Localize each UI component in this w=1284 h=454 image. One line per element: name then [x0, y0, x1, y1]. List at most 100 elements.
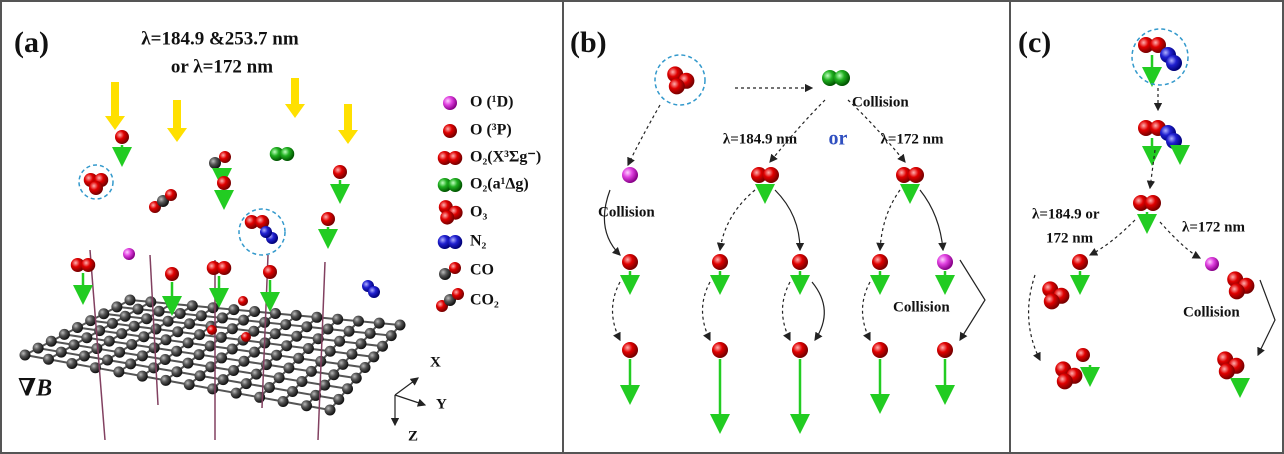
atom	[172, 326, 183, 337]
atom	[712, 254, 728, 270]
atom	[263, 265, 277, 279]
legend-text: O₃	[470, 204, 487, 221]
reaction-arrow	[783, 282, 791, 340]
atom	[351, 373, 362, 384]
atom	[332, 314, 343, 325]
atom	[274, 372, 285, 383]
atom	[238, 356, 249, 367]
atom	[1044, 293, 1060, 309]
atom	[395, 320, 406, 331]
atom	[1057, 373, 1073, 389]
atom	[321, 212, 335, 226]
light-arrow	[285, 104, 305, 118]
reaction-arrow	[613, 282, 621, 340]
reaction-arrow	[1029, 275, 1040, 360]
atom	[216, 352, 227, 363]
wavelength: λ=184.9 &253.7 nm	[141, 28, 299, 49]
atom	[184, 379, 195, 390]
atom	[183, 337, 194, 348]
figure: (a) λ=184.9 &253.7 nm or λ=172 nm O (¹D)…	[0, 0, 1284, 454]
legend-text: O (¹D)	[470, 94, 513, 111]
atom	[160, 334, 171, 345]
atom	[669, 78, 685, 94]
atom	[249, 347, 260, 358]
atom	[254, 392, 265, 403]
atom	[216, 332, 227, 343]
atom	[291, 310, 302, 321]
atom	[937, 342, 953, 358]
atom	[346, 349, 357, 360]
atom	[165, 267, 179, 281]
atom	[165, 189, 177, 201]
atom	[116, 328, 127, 339]
atom	[145, 296, 156, 307]
reaction-arrow	[775, 190, 800, 250]
atom	[342, 383, 353, 394]
atom	[98, 308, 109, 319]
atom	[104, 336, 115, 347]
atom	[306, 366, 317, 377]
atom	[194, 349, 205, 360]
atom	[182, 358, 193, 369]
legend-text: CO	[470, 262, 494, 279]
atom	[303, 343, 314, 354]
atom	[81, 258, 95, 272]
panel-label: (c)	[1018, 26, 1051, 59]
atom	[1166, 55, 1182, 71]
atom	[125, 358, 136, 369]
atom	[328, 369, 339, 380]
atom	[622, 342, 638, 358]
atom	[872, 342, 888, 358]
axis	[395, 395, 425, 405]
atom	[137, 350, 148, 361]
atom	[241, 332, 251, 342]
atom	[264, 382, 275, 393]
atom	[184, 318, 195, 329]
atom	[138, 331, 149, 342]
atom	[163, 316, 174, 327]
reaction-arrow	[960, 260, 985, 340]
atom	[448, 151, 462, 165]
atom	[353, 316, 364, 327]
reaction-arrow	[720, 190, 755, 250]
atom	[160, 354, 171, 365]
atom	[249, 306, 260, 317]
atom	[126, 339, 137, 350]
reaction-arrow	[1090, 220, 1135, 255]
atom	[85, 315, 96, 326]
light-arrow	[291, 78, 299, 104]
gradient-label: ∇B⃗	[18, 376, 71, 402]
atom	[301, 321, 312, 332]
atom	[356, 338, 367, 349]
atom	[113, 366, 124, 377]
atom	[283, 363, 294, 374]
atom	[334, 336, 345, 347]
atom	[937, 254, 953, 270]
axis-label: Y	[436, 396, 447, 412]
atom	[1072, 254, 1088, 270]
wavelength: or λ=172 nm	[171, 56, 273, 77]
atom	[301, 400, 312, 411]
atom	[56, 347, 67, 358]
atom	[209, 157, 221, 169]
reaction-arrow	[880, 190, 900, 250]
atom	[132, 304, 143, 315]
atom	[1166, 133, 1182, 149]
atom	[217, 312, 228, 323]
atom	[291, 331, 302, 342]
atom	[386, 330, 397, 341]
atom	[227, 344, 238, 355]
wavelength: λ=172 nm	[880, 131, 944, 147]
atom	[196, 310, 207, 321]
atom	[449, 262, 461, 274]
atom	[81, 332, 92, 343]
atom	[296, 376, 307, 387]
atom	[908, 167, 924, 183]
atom	[333, 394, 344, 405]
atom	[79, 351, 90, 362]
atom	[238, 296, 248, 306]
axis-label: X	[430, 354, 441, 370]
atom	[360, 362, 371, 373]
atom	[20, 350, 31, 361]
light-arrow	[167, 128, 187, 142]
